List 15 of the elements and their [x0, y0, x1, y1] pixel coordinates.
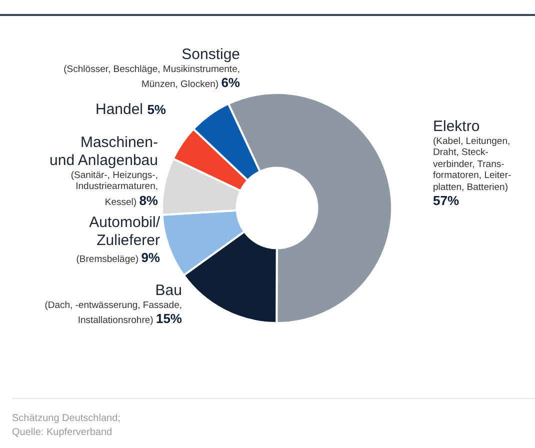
slice-label: Elektro [433, 118, 481, 136]
text: Schätzung Deutschland; Quelle: Kupferverband [12, 412, 120, 439]
text: (Bremsbeläge) [76, 254, 139, 265]
slice-label: Bau [154, 282, 182, 300]
slice-label: Maschinen- und Anlagenbau [48, 134, 158, 170]
data-label: 5% [147, 102, 166, 117]
text: (Kabel, Leitungen, Draht, Steck- verbinder, Trans- formatoren, Leiter- platten, Batterien) [433, 136, 512, 193]
slice-label: Sonstige [180, 46, 240, 64]
data-label: 8% [139, 192, 158, 208]
data-label: 57% [433, 192, 460, 209]
data-label: 9% [141, 250, 160, 265]
data-label: 6% [221, 75, 240, 90]
slice-label: Handel [95, 101, 144, 118]
slice-label: Automobil/ Zulieferer [88, 214, 160, 250]
data-label: 15% [156, 311, 182, 326]
